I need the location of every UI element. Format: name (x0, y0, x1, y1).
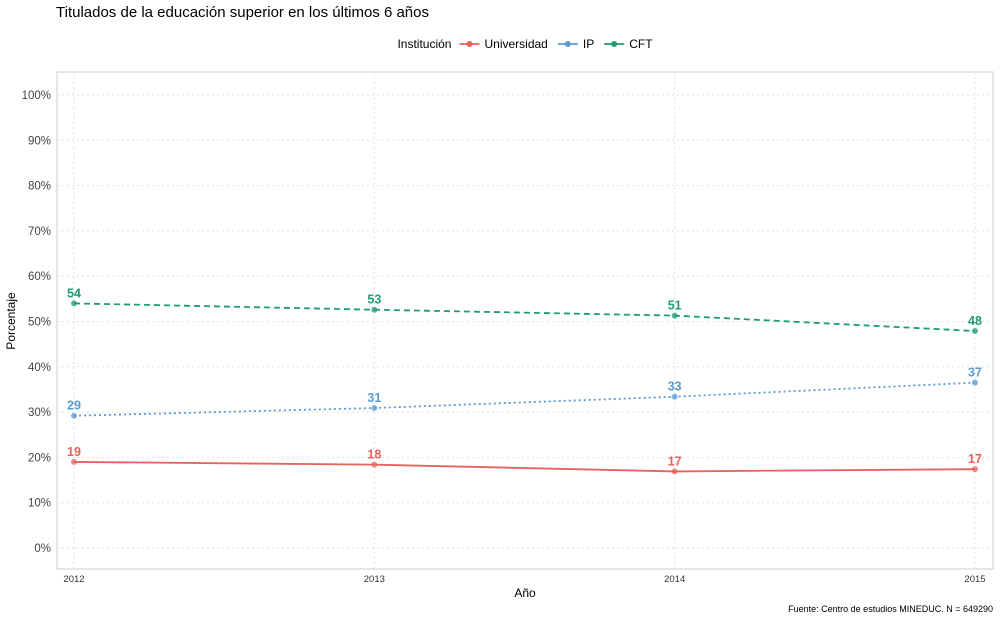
y-tick-label: 60% (28, 271, 51, 283)
y-tick-label: 50% (28, 317, 51, 329)
legend: Institución Universidad IP CFT (397, 37, 653, 51)
y-tick-label: 90% (28, 135, 51, 147)
data-point (71, 458, 77, 465)
legend-label: Universidad (484, 37, 547, 51)
data-point (71, 412, 77, 419)
x-tick-label: 2014 (664, 574, 685, 585)
y-tick-label: 30% (28, 407, 51, 419)
data-label: 29 (67, 399, 81, 413)
y-tick-label: 40% (28, 362, 51, 374)
y-tick-label: 0% (34, 543, 51, 555)
x-tick-label: 2013 (364, 574, 385, 585)
data-point (371, 405, 378, 412)
data-label: 53 (367, 293, 381, 307)
y-tick-label: 20% (28, 452, 51, 464)
data-label: 19 (67, 445, 81, 459)
legend-label: CFT (629, 37, 653, 51)
y-tick-label: 80% (28, 181, 51, 193)
y-tick-label: 100% (22, 90, 51, 102)
caption: Fuente: Centro de estudios MINEDUC. N = … (788, 604, 993, 614)
series-layer: 19 18 17 17 29 31 33 37 54 53 51 48 (67, 286, 982, 475)
data-point (972, 379, 978, 386)
data-label: 48 (968, 314, 982, 328)
data-point (972, 466, 978, 473)
grid (57, 72, 993, 569)
x-axis: 2012 2013 2014 2015 (63, 574, 985, 585)
data-point (671, 468, 678, 475)
plot-panel (56, 71, 994, 570)
y-tick-label: 70% (28, 226, 51, 238)
y-tick-label: 10% (28, 498, 51, 510)
x-tick-label: 2015 (964, 574, 985, 585)
y-axis-title: Porcentaje (4, 292, 18, 350)
data-label: 51 (668, 299, 682, 313)
legend-key-point (466, 41, 473, 47)
legend-key-universidad (459, 41, 480, 47)
series-cft: 54 53 51 48 (67, 286, 982, 335)
legend-label: IP (583, 37, 594, 51)
legend-key-cft (604, 41, 625, 47)
data-point (671, 393, 678, 400)
data-label: 18 (367, 448, 381, 462)
data-point (671, 312, 678, 319)
chart-title: Titulados de la educación superior en lo… (56, 4, 429, 21)
legend-key-point (564, 41, 571, 47)
data-point (371, 461, 378, 468)
legend-key-point (611, 41, 618, 47)
x-axis-title: Año (514, 586, 536, 600)
data-label: 37 (968, 366, 982, 380)
data-label: 31 (367, 391, 381, 405)
data-point (371, 306, 378, 313)
data-label: 17 (968, 452, 982, 466)
data-point (972, 328, 978, 335)
x-tick-label: 2012 (63, 574, 84, 585)
series-ip: 29 31 33 37 (67, 366, 982, 419)
data-label: 54 (67, 286, 81, 300)
series-universidad: 19 18 17 17 (67, 445, 982, 475)
series-line (73, 461, 976, 473)
legend-key-ip (557, 41, 578, 47)
y-axis: 0% 10% 20% 30% 40% 50% 60% 70% 80% 90% 100% (22, 90, 51, 555)
series-line (73, 381, 976, 417)
data-label: 17 (668, 454, 682, 468)
data-point (71, 300, 77, 307)
data-label: 33 (668, 380, 682, 394)
series-line (73, 302, 976, 332)
legend-title: Institución (397, 37, 451, 51)
